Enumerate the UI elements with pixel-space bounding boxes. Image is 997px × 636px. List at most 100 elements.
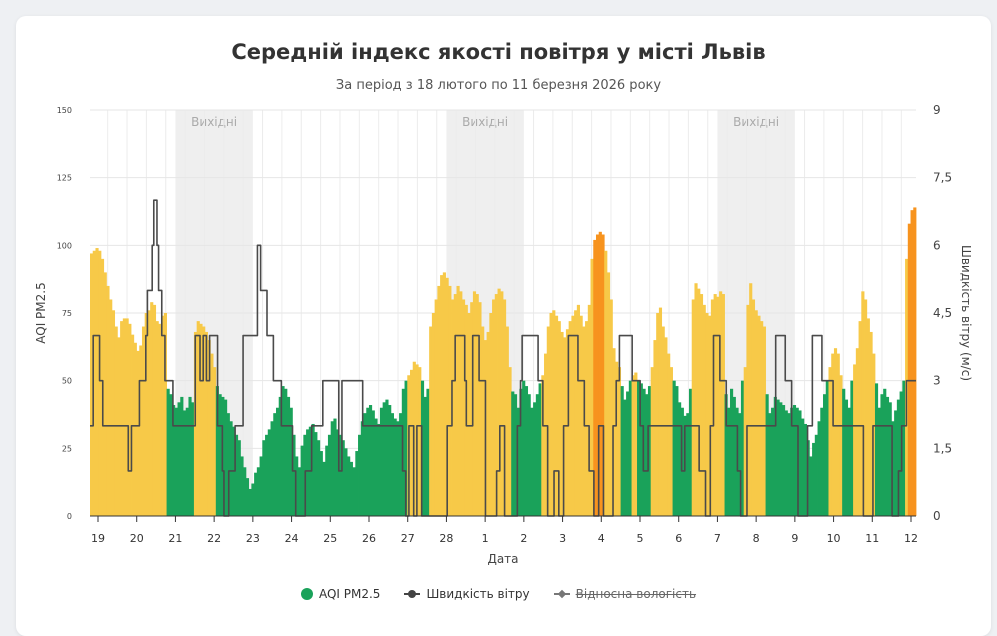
aqi-bar[interactable] [423, 396, 427, 516]
aqi-bar[interactable] [771, 407, 775, 516]
aqi-bar[interactable] [776, 399, 780, 516]
aqi-bar[interactable] [448, 285, 452, 516]
aqi-bar[interactable] [292, 434, 296, 516]
aqi-bar[interactable] [503, 299, 507, 516]
aqi-bar[interactable] [730, 388, 734, 516]
aqi-bar[interactable] [404, 380, 408, 516]
aqi-bar[interactable] [650, 367, 654, 516]
aqi-bar[interactable] [385, 399, 389, 516]
aqi-bar[interactable] [226, 413, 230, 516]
aqi-bar[interactable] [609, 299, 613, 516]
aqi-bar[interactable] [133, 342, 137, 516]
aqi-bar[interactable] [467, 313, 471, 516]
aqi-bar[interactable] [191, 402, 195, 516]
aqi-bar[interactable] [809, 456, 813, 516]
aqi-bar[interactable] [907, 223, 911, 516]
aqi-bar[interactable] [894, 410, 898, 516]
aqi-bar[interactable] [598, 231, 602, 517]
aqi-bar[interactable] [765, 394, 769, 516]
aqi-bar[interactable] [790, 407, 794, 516]
aqi-bar[interactable] [470, 302, 474, 516]
aqi-bar[interactable] [760, 321, 764, 516]
aqi-bar[interactable] [697, 288, 701, 516]
aqi-bar[interactable] [494, 294, 498, 516]
aqi-bar[interactable] [601, 234, 605, 516]
aqi-bar[interactable] [792, 405, 797, 516]
aqi-bar[interactable] [150, 302, 154, 516]
aqi-bar[interactable] [347, 456, 351, 516]
legend-item-wind[interactable]: Швидкість вітру [404, 587, 530, 601]
aqi-bar[interactable] [98, 250, 102, 516]
aqi-bar[interactable] [626, 391, 630, 516]
aqi-bar[interactable] [410, 369, 414, 516]
aqi-bar[interactable] [426, 388, 430, 516]
aqi-bar[interactable] [519, 388, 523, 516]
aqi-bar[interactable] [161, 315, 165, 516]
aqi-bar[interactable] [768, 413, 772, 516]
aqi-bar[interactable] [128, 323, 132, 516]
aqi-bar[interactable] [103, 272, 107, 516]
aqi-bar[interactable] [234, 434, 239, 516]
aqi-bar[interactable] [111, 310, 116, 516]
aqi-bar[interactable] [141, 326, 146, 516]
aqi-bar[interactable] [530, 407, 534, 516]
aqi-bar[interactable] [393, 418, 397, 516]
aqi-bar[interactable] [541, 375, 545, 516]
aqi-bar[interactable] [377, 423, 381, 516]
aqi-bar[interactable] [144, 313, 148, 516]
aqi-bar[interactable] [631, 375, 635, 516]
aqi-bar[interactable] [505, 326, 509, 516]
aqi-bar[interactable] [861, 291, 865, 516]
aqi-bar[interactable] [251, 483, 255, 516]
aqi-bar[interactable] [896, 399, 900, 516]
aqi-bar[interactable] [259, 456, 263, 516]
aqi-bar[interactable] [390, 413, 394, 516]
aqi-bar[interactable] [213, 367, 217, 516]
aqi-bar[interactable] [224, 399, 228, 516]
aqi-bar[interactable] [825, 380, 829, 516]
aqi-bar[interactable] [544, 353, 548, 516]
aqi-bar[interactable] [500, 291, 504, 516]
aqi-bar[interactable] [256, 467, 260, 516]
aqi-bar[interactable] [708, 315, 712, 516]
aqi-bar[interactable] [513, 394, 518, 516]
aqi-bar[interactable] [522, 380, 526, 516]
aqi-bar[interactable] [781, 405, 786, 516]
aqi-bar[interactable] [358, 434, 362, 516]
aqi-bar[interactable] [429, 326, 433, 516]
aqi-bar[interactable] [344, 448, 348, 516]
legend-item-aqi[interactable]: AQI PM2.5 [300, 587, 380, 601]
aqi-bar[interactable] [844, 399, 849, 516]
aqi-bar[interactable] [352, 467, 356, 516]
aqi-bar[interactable] [199, 323, 203, 516]
aqi-bar[interactable] [535, 394, 539, 516]
aqi-bar[interactable] [330, 421, 334, 516]
aqi-bar[interactable] [853, 364, 857, 516]
aqi-bar[interactable] [319, 451, 323, 516]
aqi-bar[interactable] [658, 307, 663, 516]
aqi-bar[interactable] [779, 402, 783, 516]
aqi-bar[interactable] [877, 407, 881, 516]
aqi-bar[interactable] [355, 451, 359, 516]
aqi-bar[interactable] [95, 248, 99, 517]
aqi-bar[interactable] [713, 294, 717, 516]
aqi-bar[interactable] [207, 340, 211, 516]
aqi-bar[interactable] [639, 383, 643, 516]
aqi-bar[interactable] [891, 421, 895, 516]
aqi-bar[interactable] [489, 313, 493, 516]
aqi-bar[interactable] [590, 258, 594, 516]
aqi-bar[interactable] [647, 386, 652, 516]
aqi-bar[interactable] [675, 386, 679, 516]
aqi-bar[interactable] [803, 423, 807, 516]
aqi-bar[interactable] [147, 310, 151, 516]
aqi-bar[interactable] [634, 372, 638, 516]
aqi-bar[interactable] [210, 353, 214, 516]
aqi-bar[interactable] [902, 380, 906, 516]
aqi-bar[interactable] [114, 326, 118, 516]
aqi-bar[interactable] [694, 283, 698, 516]
aqi-bar[interactable] [623, 399, 627, 516]
aqi-bar[interactable] [122, 318, 126, 516]
aqi-bar[interactable] [317, 440, 321, 516]
aqi-bar[interactable] [360, 421, 364, 516]
aqi-bar[interactable] [823, 394, 827, 516]
